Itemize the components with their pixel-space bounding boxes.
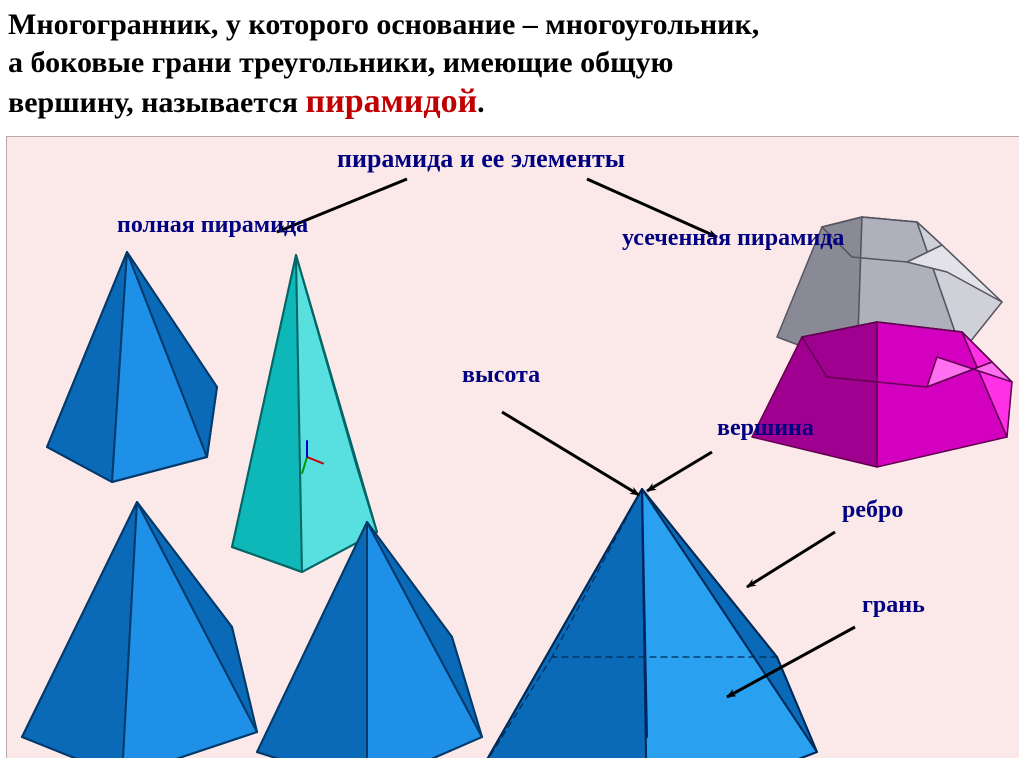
diagram-area: пирамида и ее элементы полная пирамида усе…	[6, 136, 1019, 758]
svg-text:полная пирамида: полная пирамида	[117, 212, 308, 238]
svg-text:ребро: ребро	[842, 497, 903, 523]
svg-text:вершина: вершина	[717, 415, 814, 441]
heading-keyword: пирамидой	[306, 83, 478, 120]
svg-text:усеченная пирамида: усеченная пирамида	[622, 225, 844, 251]
heading-line2: а боковые грани треугольники, имеющие об…	[8, 46, 673, 79]
definition-heading: Многогранник, у которого основание – мно…	[8, 6, 1008, 124]
diagram-svg: пирамида и ее элементы полная пирамида усе…	[7, 137, 1019, 758]
svg-text:грань: грань	[862, 592, 925, 618]
slide-page: Многогранник, у которого основание – мно…	[0, 0, 1024, 767]
svg-text:высота: высота	[462, 362, 540, 388]
heading-period: .	[477, 86, 485, 119]
heading-line3-prefix: вершину, называется	[8, 86, 306, 119]
heading-line1: Многогранник, у которого основание – мно…	[8, 8, 759, 41]
svg-text:пирамида и ее элементы: пирамида и ее элементы	[337, 144, 625, 173]
